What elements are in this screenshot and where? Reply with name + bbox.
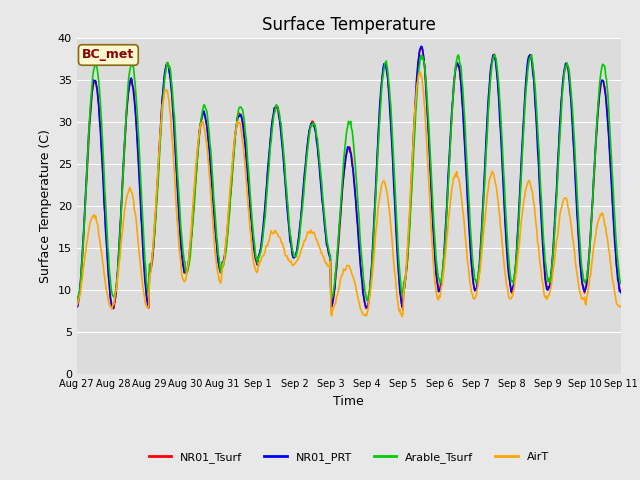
NR01_Tsurf [399, 307, 407, 312]
NR01_PRT [617, 289, 625, 295]
AirT [194, 142, 202, 147]
NR01_Tsurf [73, 304, 81, 310]
AirT [617, 303, 625, 309]
AirT [139, 282, 147, 288]
Arable_Tsurf [528, 52, 536, 58]
AirT [83, 240, 90, 246]
NR01_PRT [433, 273, 440, 278]
Arable_Tsurf [431, 246, 439, 252]
AirT [416, 70, 424, 75]
NR01_PRT [416, 48, 424, 53]
NR01_PRT [73, 304, 81, 310]
NR01_PRT [83, 171, 90, 177]
NR01_Tsurf [617, 288, 625, 293]
Arable_Tsurf [139, 213, 147, 219]
AirT [223, 233, 230, 239]
NR01_Tsurf [194, 150, 202, 156]
Legend: NR01_Tsurf, NR01_PRT, Arable_Tsurf, AirT: NR01_Tsurf, NR01_PRT, Arable_Tsurf, AirT [145, 447, 553, 467]
Text: BC_met: BC_met [82, 48, 134, 61]
Arable_Tsurf [73, 296, 81, 302]
Line: NR01_Tsurf: NR01_Tsurf [77, 48, 621, 310]
Line: AirT: AirT [77, 72, 621, 317]
Line: NR01_PRT: NR01_PRT [77, 47, 621, 309]
NR01_Tsurf [416, 49, 424, 55]
NR01_PRT [140, 255, 147, 261]
Arable_Tsurf [416, 62, 424, 68]
NR01_Tsurf [418, 45, 426, 50]
NR01_Tsurf [433, 269, 440, 275]
Title: Surface Temperature: Surface Temperature [262, 16, 436, 34]
Y-axis label: Surface Temperature (C): Surface Temperature (C) [39, 130, 52, 283]
NR01_Tsurf [83, 178, 90, 184]
Arable_Tsurf [617, 281, 625, 287]
NR01_PRT [109, 306, 117, 312]
Arable_Tsurf [223, 243, 230, 249]
NR01_Tsurf [223, 238, 230, 244]
Line: Arable_Tsurf: Arable_Tsurf [77, 55, 621, 300]
AirT [433, 289, 440, 295]
AirT [417, 69, 424, 75]
NR01_PRT [417, 44, 425, 49]
NR01_PRT [223, 228, 231, 233]
AirT [398, 314, 406, 320]
Arable_Tsurf [364, 298, 371, 303]
NR01_Tsurf [139, 236, 147, 241]
Arable_Tsurf [194, 149, 202, 155]
X-axis label: Time: Time [333, 395, 364, 408]
AirT [73, 303, 81, 309]
Arable_Tsurf [83, 173, 90, 179]
NR01_PRT [195, 139, 202, 144]
